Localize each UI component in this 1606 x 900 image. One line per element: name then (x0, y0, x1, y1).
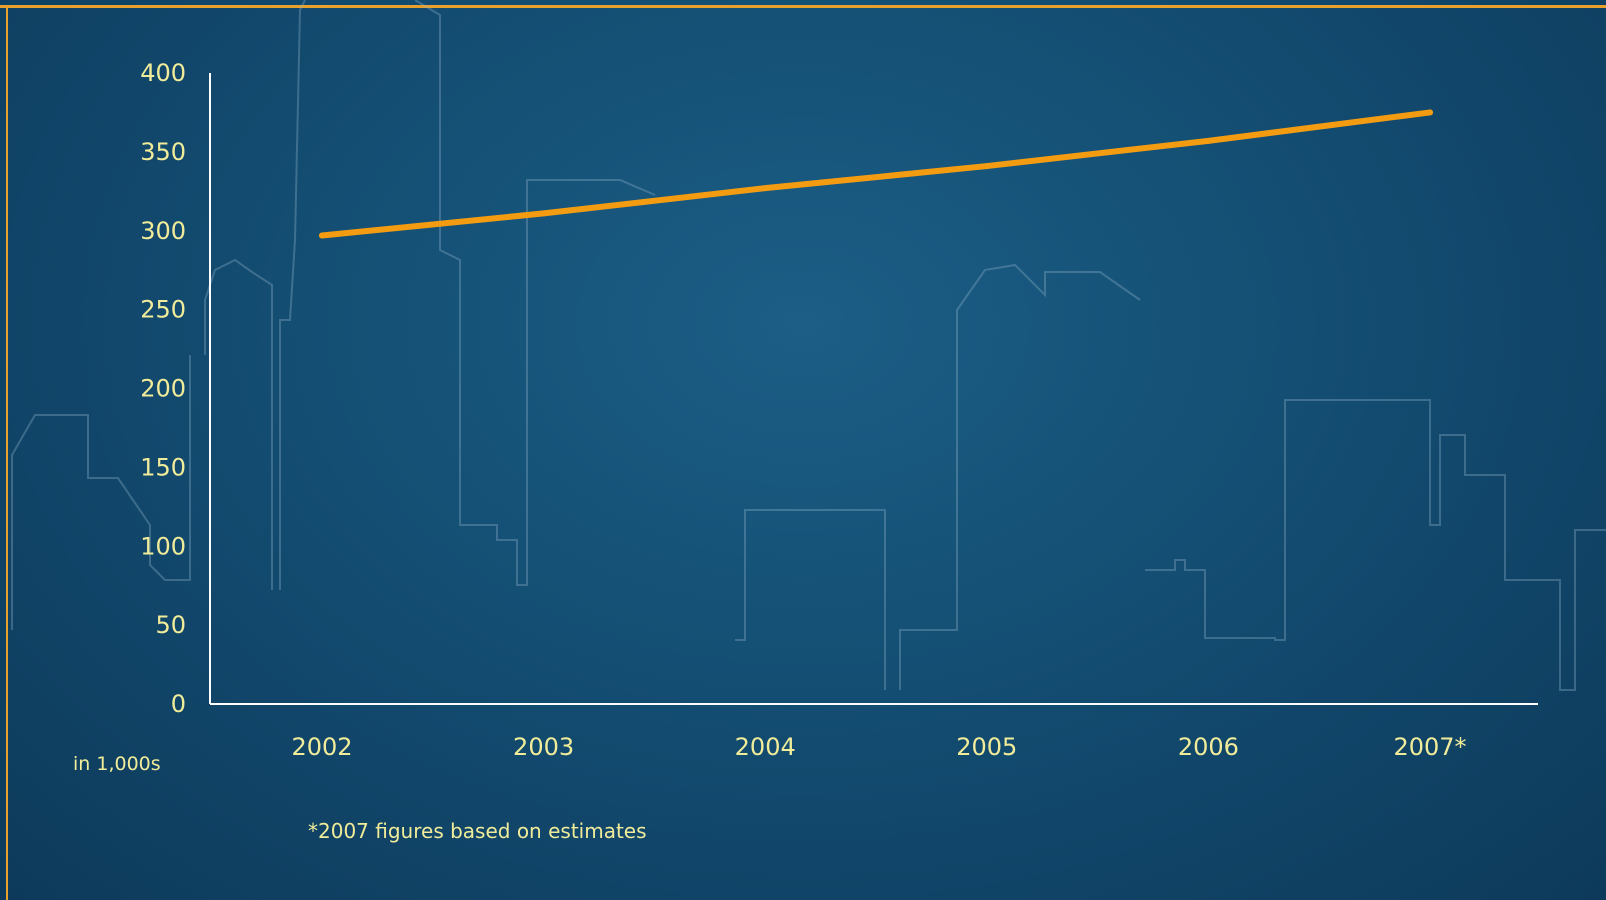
y-tick-label: 250 (140, 296, 186, 324)
x-tick-label: 2004 (735, 733, 796, 761)
x-tick-label: 2005 (956, 733, 1017, 761)
unit-label: in 1,000s (73, 753, 161, 775)
x-tick-labels: 2002 2003 2004 2005 2006 2007* (291, 733, 1466, 761)
x-tick-label: 2002 (291, 733, 352, 761)
series-point (540, 210, 547, 217)
series-point (983, 163, 990, 170)
x-tick-label: 2006 (1178, 733, 1239, 761)
x-tick-label: 2003 (513, 733, 574, 761)
series-point (319, 232, 325, 239)
y-tick-label: 400 (140, 59, 186, 87)
footnote: *2007 figures based on estimates (308, 819, 647, 843)
y-tick-label: 50 (155, 611, 186, 639)
series-point (762, 185, 769, 192)
y-tick-label: 100 (140, 532, 186, 560)
series-points (319, 109, 1433, 239)
skyline-decoration (11, 0, 1606, 691)
y-tick-label: 0 (171, 690, 186, 718)
y-tick-labels: 0 50 100 150 200 250 300 350 400 (140, 59, 186, 718)
series-line (319, 109, 1433, 239)
y-tick-label: 200 (140, 375, 186, 403)
x-tick-label: 2007* (1393, 733, 1466, 761)
y-tick-label: 150 (140, 453, 186, 481)
frame-line-left (6, 5, 8, 900)
y-tick-label: 350 (140, 138, 186, 166)
frame-line-top (0, 5, 1606, 8)
y-tick-label: 300 (140, 217, 186, 245)
series-point (1205, 137, 1212, 144)
series-point (1427, 109, 1433, 116)
